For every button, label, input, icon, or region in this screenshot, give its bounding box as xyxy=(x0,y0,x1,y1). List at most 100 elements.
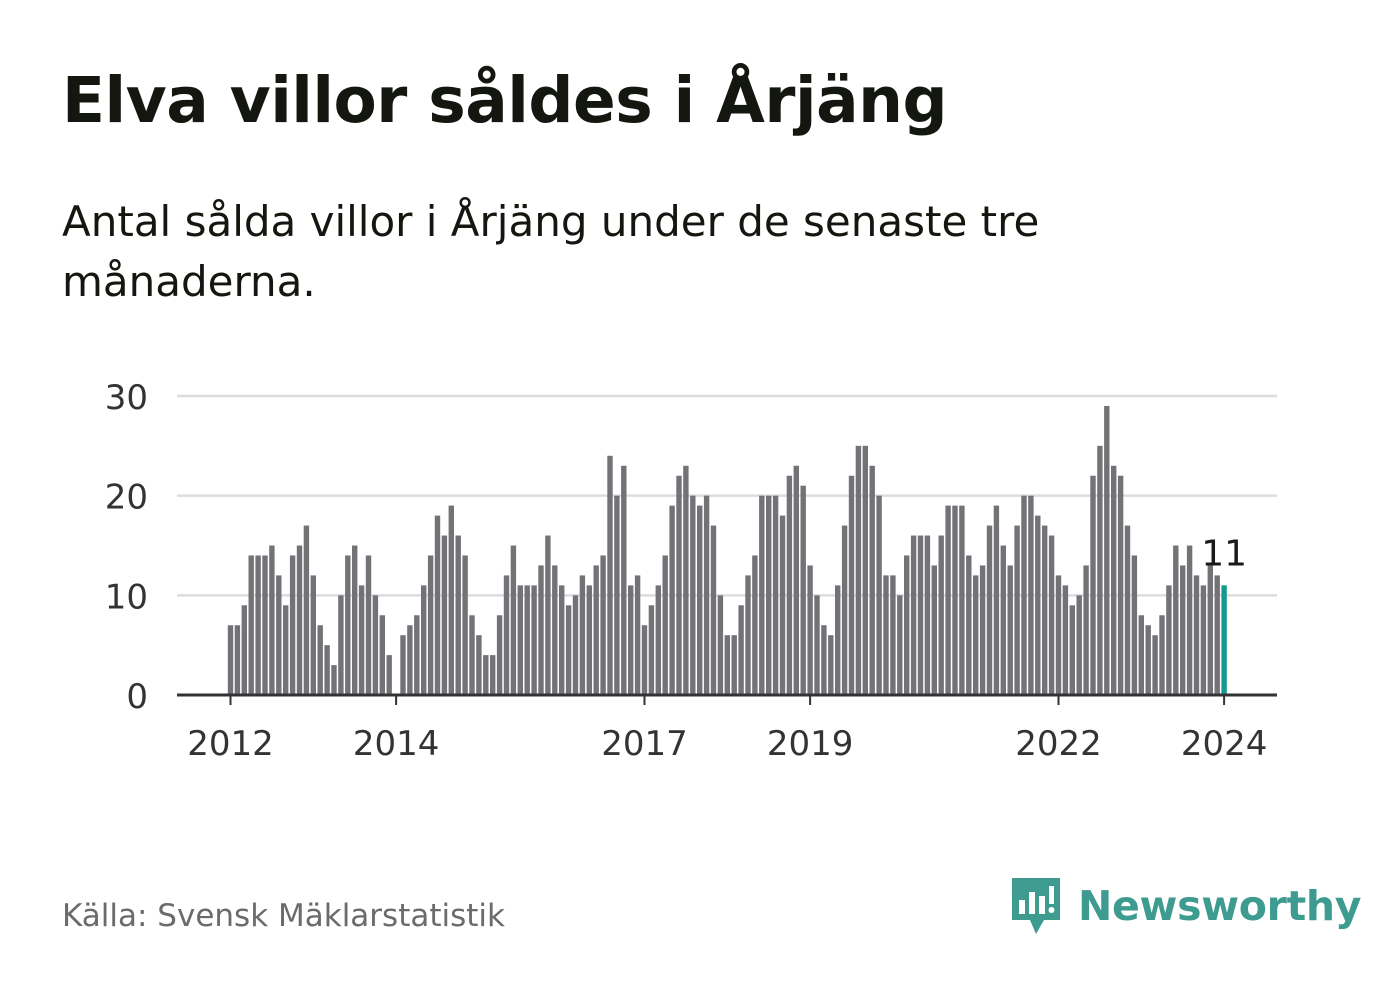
bar xyxy=(759,495,765,695)
bar xyxy=(862,445,868,695)
bar xyxy=(269,545,275,695)
bar xyxy=(421,585,427,695)
brand-logo[interactable]: Newsworthy xyxy=(1010,876,1361,936)
bar xyxy=(441,535,448,695)
bar xyxy=(345,555,351,695)
bar xyxy=(786,475,793,695)
bar xyxy=(648,605,655,695)
bar xyxy=(1021,495,1027,695)
bar xyxy=(1028,495,1034,695)
bar xyxy=(752,555,758,695)
bar xyxy=(662,555,668,695)
bar xyxy=(572,595,579,695)
bar xyxy=(338,595,344,695)
bar xyxy=(959,505,965,695)
bar xyxy=(434,515,441,695)
bar xyxy=(1186,545,1193,695)
bar xyxy=(1131,555,1138,695)
bar xyxy=(724,635,730,695)
bar xyxy=(738,605,744,695)
bar xyxy=(1173,545,1179,695)
bar xyxy=(717,595,724,695)
bar xyxy=(476,635,482,695)
bar xyxy=(483,655,489,695)
bar xyxy=(1200,585,1207,695)
bar xyxy=(634,575,641,695)
bar xyxy=(1166,585,1172,695)
bar xyxy=(455,535,461,695)
bar xyxy=(496,615,503,695)
bar xyxy=(779,515,786,695)
bar xyxy=(503,575,510,695)
bar xyxy=(324,645,330,695)
bar xyxy=(973,575,979,695)
bar xyxy=(841,525,848,695)
bar xyxy=(1083,565,1089,695)
bar xyxy=(869,465,875,695)
bar xyxy=(807,565,813,695)
bar xyxy=(745,575,751,695)
bar xyxy=(352,545,358,695)
bar xyxy=(621,465,627,695)
bar xyxy=(883,575,889,695)
bar xyxy=(462,555,468,695)
bar xyxy=(552,565,558,695)
bar xyxy=(365,555,372,695)
bar xyxy=(1035,515,1041,695)
bar xyxy=(904,555,910,695)
bar xyxy=(1048,535,1055,695)
bar xyxy=(1207,565,1213,695)
bar xyxy=(917,535,924,695)
bar xyxy=(524,585,530,695)
chart-subtitle: Antal sålda villor i Årjäng under de sen… xyxy=(62,197,1040,306)
bar xyxy=(262,555,268,695)
bar xyxy=(607,455,613,695)
bar xyxy=(655,585,661,695)
source-note: Källa: Svensk Mäklarstatistik xyxy=(62,898,505,934)
bar xyxy=(234,625,241,695)
bar xyxy=(1076,595,1082,695)
bar xyxy=(586,585,592,695)
bar xyxy=(1069,605,1075,695)
bar xyxy=(303,525,310,695)
bar xyxy=(1111,465,1117,695)
bar xyxy=(531,585,537,695)
bar xyxy=(897,595,903,695)
bar xyxy=(731,635,737,695)
x-tick-label: 2024 xyxy=(1181,724,1268,764)
chart-title: Elva villor såldes i Årjäng xyxy=(62,64,948,137)
bar xyxy=(1159,615,1165,695)
bar xyxy=(276,575,282,695)
bar xyxy=(793,465,799,695)
bar xyxy=(669,505,675,695)
bar xyxy=(855,445,862,695)
bar xyxy=(993,505,1000,695)
x-tick-label: 2019 xyxy=(767,724,854,764)
x-tick-label: 2017 xyxy=(601,724,688,764)
bar xyxy=(828,635,834,695)
bar xyxy=(283,605,289,695)
bar xyxy=(1055,575,1062,695)
bar xyxy=(296,545,303,695)
bar xyxy=(559,585,565,695)
y-tick-label: 20 xyxy=(105,478,148,518)
bar xyxy=(945,505,951,695)
bar xyxy=(386,655,392,695)
bar xyxy=(710,525,717,695)
bar xyxy=(1145,625,1151,695)
x-tick-label: 2014 xyxy=(353,724,440,764)
bar xyxy=(317,625,323,695)
bar xyxy=(407,625,413,695)
bar xyxy=(986,525,993,695)
bar xyxy=(358,585,365,695)
bar xyxy=(510,545,517,695)
bar xyxy=(1042,525,1048,695)
bar xyxy=(1014,525,1020,695)
bar xyxy=(538,565,544,695)
bar xyxy=(255,555,261,695)
bar xyxy=(931,565,937,695)
bar xyxy=(979,565,986,695)
bar-highlight xyxy=(1221,585,1227,695)
bar xyxy=(565,605,572,695)
bar xyxy=(938,535,944,695)
